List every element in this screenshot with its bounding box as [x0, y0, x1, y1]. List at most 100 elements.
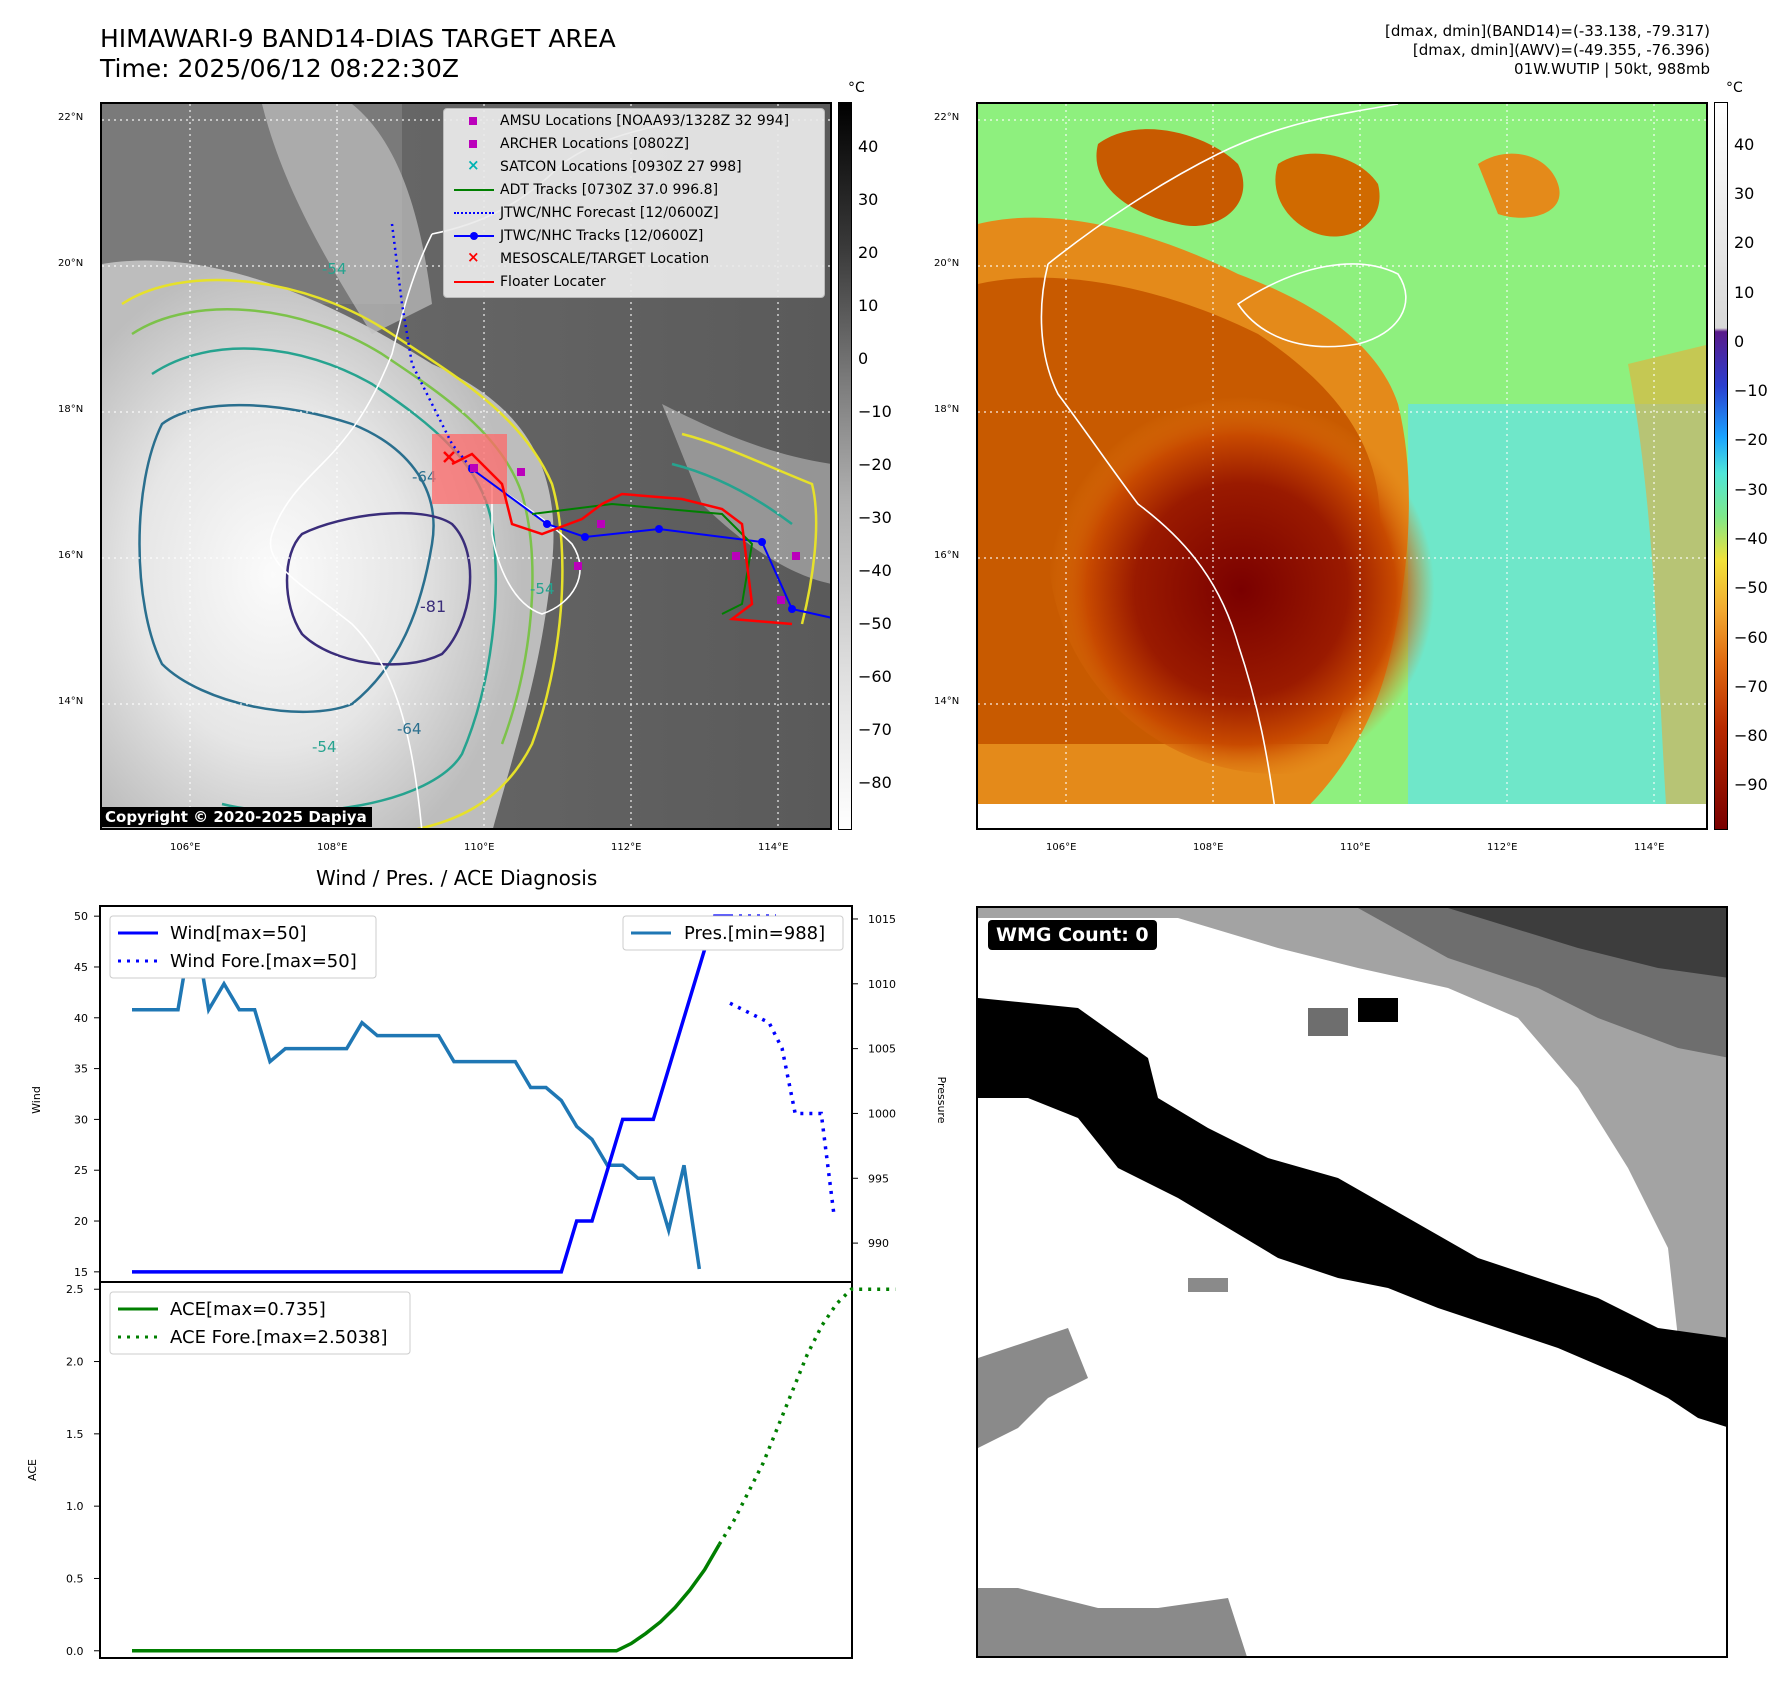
legend-item: AMSU Locations [NOAA93/1328Z 32 994] [454, 111, 789, 131]
colorbar-tick-label: −30 [1734, 479, 1768, 499]
lon-label: 108°E [1193, 842, 1224, 853]
map-legend: AMSU Locations [NOAA93/1328Z 32 994] ARC… [443, 108, 825, 298]
legend-item: JTWC/NHC Forecast [12/0600Z] [454, 203, 719, 223]
colorbar-tick-label: 40 [1734, 134, 1755, 154]
lon-label: 106°E [170, 842, 201, 853]
lon-label: 110°E [1340, 842, 1371, 853]
pressure-tick-label: 990 [868, 1237, 889, 1250]
lon-label: 114°E [1634, 842, 1665, 853]
lon-label: 112°E [1487, 842, 1518, 853]
wind-tick-label: 25 [74, 1164, 88, 1177]
colorbar-tick-label: 10 [858, 295, 879, 315]
legend-item: ADT Tracks [0730Z 37.0 996.8] [454, 180, 718, 200]
colorbar-tick-label: 0 [858, 348, 869, 368]
diagnosis-chart: 15 20 25 30 35 40 45 50 990 995 1000 1005 1010 1015 0… [26, 905, 948, 1659]
title-line-1: HIMAWARI-9 BAND14-DIAS TARGET AREA [100, 24, 616, 53]
wmg-count-badge: WMG Count: 0 [988, 920, 1157, 950]
pressure-legend: Pres.[min=988] [622, 915, 844, 951]
colorbar-tick-label: 30 [858, 189, 879, 209]
lat-label: 20°N [58, 258, 84, 269]
lat-label: 14°N [58, 696, 84, 707]
lat-label: 20°N [934, 258, 960, 269]
lon-label: 108°E [317, 842, 348, 853]
colorbar-tick-label: 30 [1734, 183, 1755, 203]
ace-forecast-line [717, 1287, 896, 1546]
info-line-2: [dmax, dmin](AWV)=(-49.355, -76.396) [1412, 41, 1710, 59]
colorbar-tick-label: −60 [858, 667, 892, 687]
wind-tick-label: 20 [74, 1215, 88, 1228]
wind-tick-label: 30 [74, 1113, 88, 1126]
legend-wind-forecast: Wind Fore.[max=50] [170, 951, 357, 972]
lat-label: 18°N [58, 404, 84, 415]
ace-legend: ACE[max=0.735] ACE Fore.[max=2.5038] [109, 1291, 411, 1355]
pressure-tick-label: 1000 [868, 1107, 896, 1120]
contour-label: -54 [322, 260, 347, 278]
pressure-tick-label: 1015 [868, 913, 896, 926]
wind-ylabel: Wind [30, 1086, 43, 1114]
ace-ylabel: ACE [26, 1459, 39, 1481]
colorbar-tick-label: 0 [1734, 331, 1745, 351]
color-colorbar [1714, 102, 1728, 830]
info-line-3: 01W.WUTIP | 50kt, 988mb [1514, 60, 1710, 78]
colorbar-tick-label: −40 [858, 561, 892, 581]
colorbar-tick-label: 10 [1734, 282, 1755, 302]
legend-item: × MESOSCALE/TARGET Location [467, 248, 710, 267]
colorbar-tick-label: −60 [1734, 627, 1768, 647]
wind-tick-label: 50 [74, 910, 88, 923]
colorbar-tick-label: −10 [1734, 381, 1768, 401]
pressure-ylabel: Pressure [935, 1077, 948, 1124]
wind-tick-label: 40 [74, 1012, 88, 1025]
colorbar-tick-label: −80 [1734, 726, 1768, 746]
forecast-track [390, 223, 473, 470]
contour-label: -64 [412, 468, 437, 486]
colorbar-tick-label: −70 [858, 720, 892, 740]
legend-item: ARCHER Locations [0802Z] [454, 134, 689, 154]
colorbar-tick-label: −20 [1734, 430, 1768, 450]
color-ir-map-panel [976, 102, 1708, 830]
lon-label: 114°E [758, 842, 789, 853]
lon-label: 106°E [1046, 842, 1077, 853]
pressure-forecast-line [729, 1001, 837, 1218]
colorbar-tick-label: −70 [1734, 676, 1768, 696]
floater-track [451, 452, 793, 626]
contour-label: -81 [420, 597, 446, 616]
lat-label: 18°N [934, 404, 960, 415]
ace-line [132, 1543, 721, 1653]
storm-info: [dmax, dmin](BAND14)=(-33.138, -79.317) … [1385, 22, 1710, 79]
colorbar-tick-label: −40 [1734, 528, 1768, 548]
colorbar-tick-label: −80 [858, 773, 892, 793]
ace-tick-label: 2.5 [66, 1283, 84, 1296]
title-line-2: Time: 2025/06/12 08:22:30Z [100, 54, 459, 83]
colorbar-tick-label: −50 [858, 614, 892, 634]
lon-label: 112°E [611, 842, 642, 853]
figure-title: HIMAWARI-9 BAND14-DIAS TARGET AREA Time:… [100, 24, 616, 84]
lon-label: 110°E [464, 842, 495, 853]
colorbar-unit: °C [1726, 80, 1743, 96]
pressure-tick-label: 1010 [868, 978, 896, 991]
colorbar-tick-label: −20 [858, 455, 892, 474]
pressure-tick-label: 995 [868, 1172, 889, 1185]
colorbar-tick-label: −30 [858, 508, 892, 528]
colorbar-tick-label: −10 [858, 401, 892, 421]
ace-tick-label: 2.0 [66, 1356, 84, 1369]
legend-item: × SATCON Locations [0930Z 27 998] [467, 156, 742, 175]
info-line-1: [dmax, dmin](BAND14)=(-33.138, -79.317) [1385, 22, 1710, 40]
legend-wind: Wind[max=50] [170, 923, 307, 944]
ace-tick-label: 1.5 [66, 1428, 84, 1441]
pressure-line [132, 918, 702, 1270]
wind-line [132, 914, 730, 1274]
colorbar-tick-label: −50 [1734, 578, 1768, 598]
wmg-panel [976, 906, 1728, 1658]
color-ir-map [978, 104, 1706, 828]
contour-label: -54 [530, 580, 555, 598]
contour-label: -54 [312, 738, 337, 756]
legend-pressure: Pres.[min=988] [684, 923, 825, 944]
copyright-label: Copyright © 2020-2025 Dapiya [100, 807, 372, 827]
lat-label: 16°N [58, 550, 84, 561]
wind-tick-label: 15 [74, 1266, 88, 1279]
pressure-tick-label: 1005 [868, 1043, 896, 1056]
ace-tick-label: 0.0 [66, 1645, 84, 1658]
colorbar-tick-label: 20 [1734, 233, 1755, 253]
ir-colorbar [838, 102, 852, 830]
colorbar-unit: °C [848, 80, 865, 96]
